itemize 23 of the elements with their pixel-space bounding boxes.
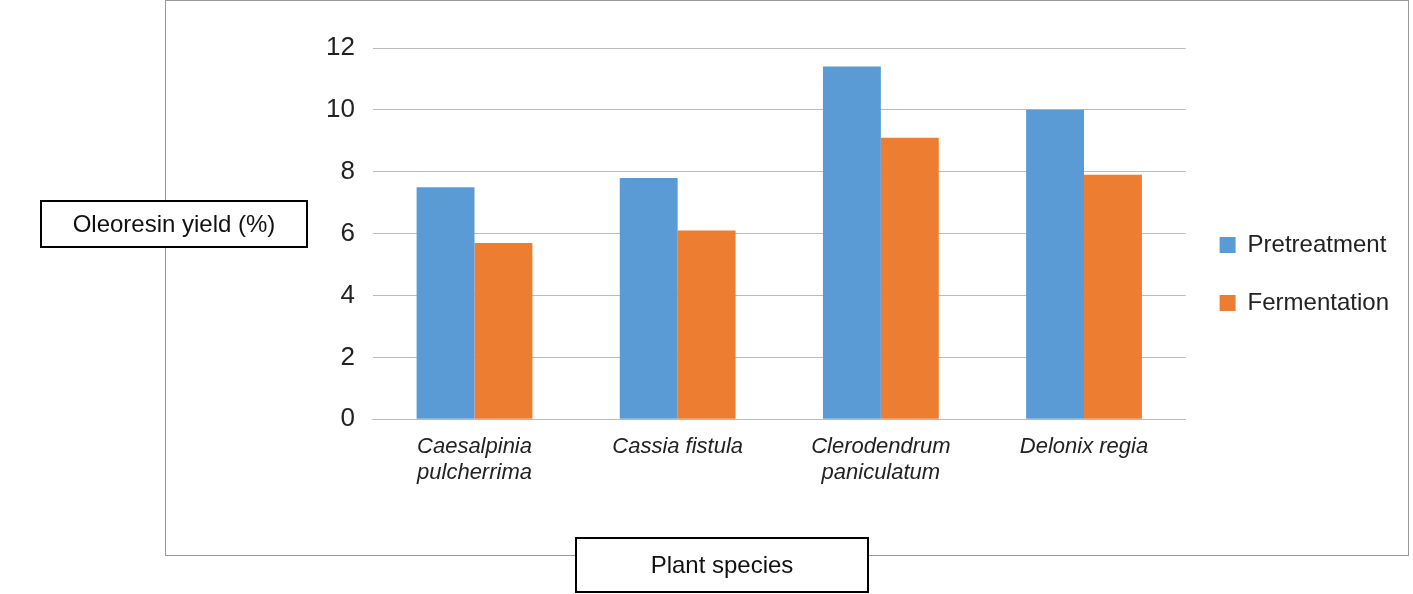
y-tick-label: 0	[340, 402, 355, 433]
x-tick-label: Clerodendrum paniculatum	[811, 432, 951, 484]
legend-label: Pretreatment	[1247, 229, 1387, 257]
x-tick-label: Caesalpinia pulcherrima	[416, 432, 532, 484]
bar	[1084, 174, 1142, 419]
bar	[822, 66, 881, 419]
y-tick-label: 2	[340, 340, 355, 371]
y-tick-label: 10	[326, 93, 355, 124]
y-tick-label: 12	[326, 31, 355, 62]
x-tick-label: Cassia fistula	[612, 432, 744, 458]
x-axis-title: Plant species	[575, 537, 869, 593]
y-axis-title: Oleoresin yield (%)	[40, 200, 308, 248]
legend-label: Fermentation	[1247, 287, 1390, 315]
bar	[474, 242, 533, 419]
bar	[619, 177, 678, 419]
bar	[1026, 109, 1085, 419]
bar	[880, 137, 939, 419]
y-tick-label: 6	[340, 216, 355, 247]
bar	[677, 230, 736, 419]
bar	[416, 187, 475, 419]
y-tick-label: 8	[340, 154, 355, 185]
y-tick-label: 4	[340, 278, 355, 309]
x-tick-label: Delonix regia	[1019, 432, 1149, 458]
